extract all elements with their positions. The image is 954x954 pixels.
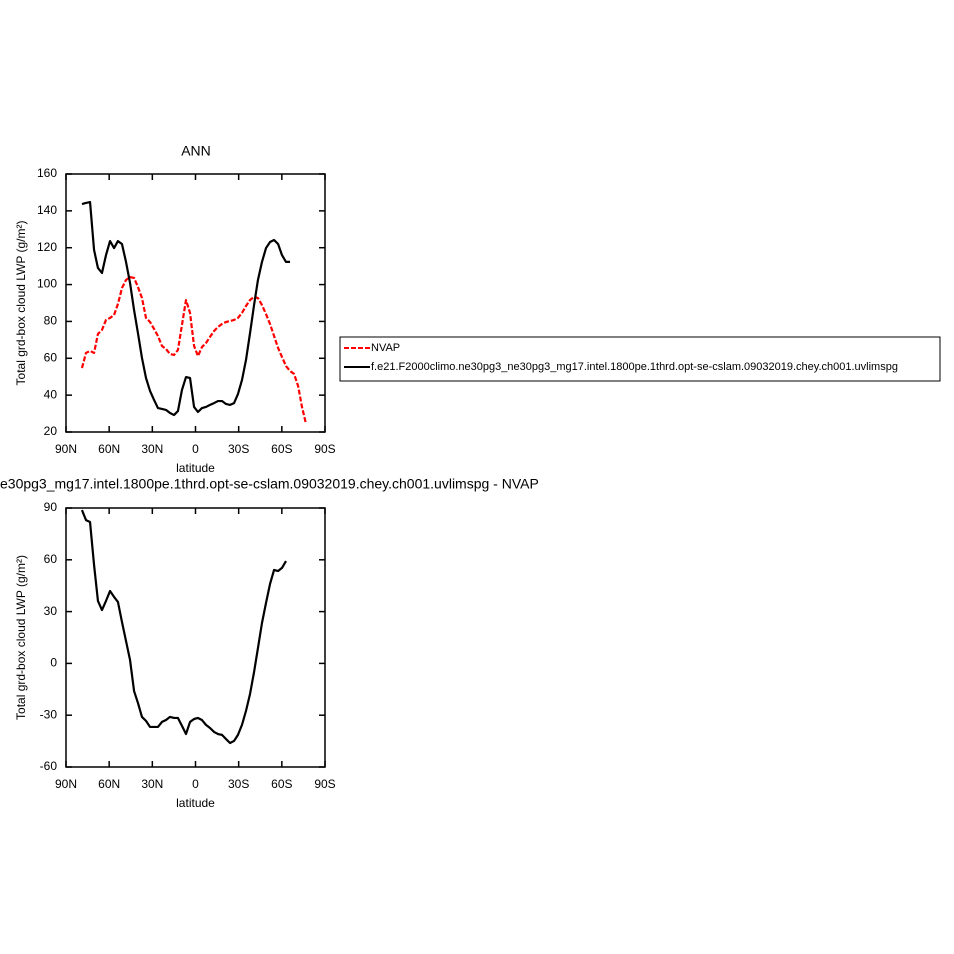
x-tick-label: 90S: [314, 777, 335, 791]
y-tick-label: 60: [44, 350, 58, 364]
x-tick-label: 90N: [55, 442, 77, 456]
x-tick-label: 60N: [98, 442, 120, 456]
x-tick-label: 60S: [271, 777, 292, 791]
y-tick-label: -60: [40, 759, 58, 773]
x-tick-label: 30S: [228, 442, 249, 456]
y-tick-label: 30: [44, 604, 58, 618]
chart-title: e30pg3_mg17.intel.1800pe.1thrd.opt-se-cs…: [0, 476, 539, 492]
legend-label: NVAP: [371, 342, 400, 354]
y-tick-label: 100: [37, 277, 57, 291]
y-tick-label: 20: [44, 424, 58, 438]
y-tick-label: -30: [40, 707, 58, 721]
chart-title: ANN: [181, 143, 211, 159]
y-tick-label: 60: [44, 552, 58, 566]
y-tick-label: 160: [37, 166, 57, 180]
x-tick-label: 0: [192, 442, 199, 456]
x-tick-label: 0: [192, 777, 199, 791]
data-line: [80, 275, 308, 425]
legend-box: [339, 336, 941, 382]
y-axis-label: Total grd-box cloud LWP (g/m²): [14, 555, 28, 720]
y-tick-label: 0: [50, 656, 57, 670]
y-tick-label: 40: [44, 387, 58, 401]
x-axis-label: latitude: [176, 796, 215, 810]
plot-frame: [65, 507, 326, 768]
y-tick-label: 90: [44, 500, 58, 514]
x-axis-label: latitude: [176, 461, 215, 475]
x-tick-label: 30S: [228, 777, 249, 791]
y-tick-label: 120: [37, 240, 57, 254]
y-tick-label: 80: [44, 314, 58, 328]
plot-frame: [65, 173, 326, 433]
x-tick-label: 90N: [55, 777, 77, 791]
x-tick-label: 60N: [98, 777, 120, 791]
y-tick-label: 140: [37, 203, 57, 217]
x-tick-label: 30N: [141, 442, 163, 456]
x-tick-label: 30N: [141, 777, 163, 791]
x-tick-label: 60S: [271, 442, 292, 456]
data-line: [80, 509, 287, 745]
data-line: [81, 200, 291, 417]
legend-label: f.e21.F2000climo.ne30pg3_ne30pg3_mg17.in…: [371, 361, 898, 373]
x-tick-label: 90S: [314, 442, 335, 456]
y-axis-label: Total grd-box cloud LWP (g/m²): [14, 221, 28, 386]
